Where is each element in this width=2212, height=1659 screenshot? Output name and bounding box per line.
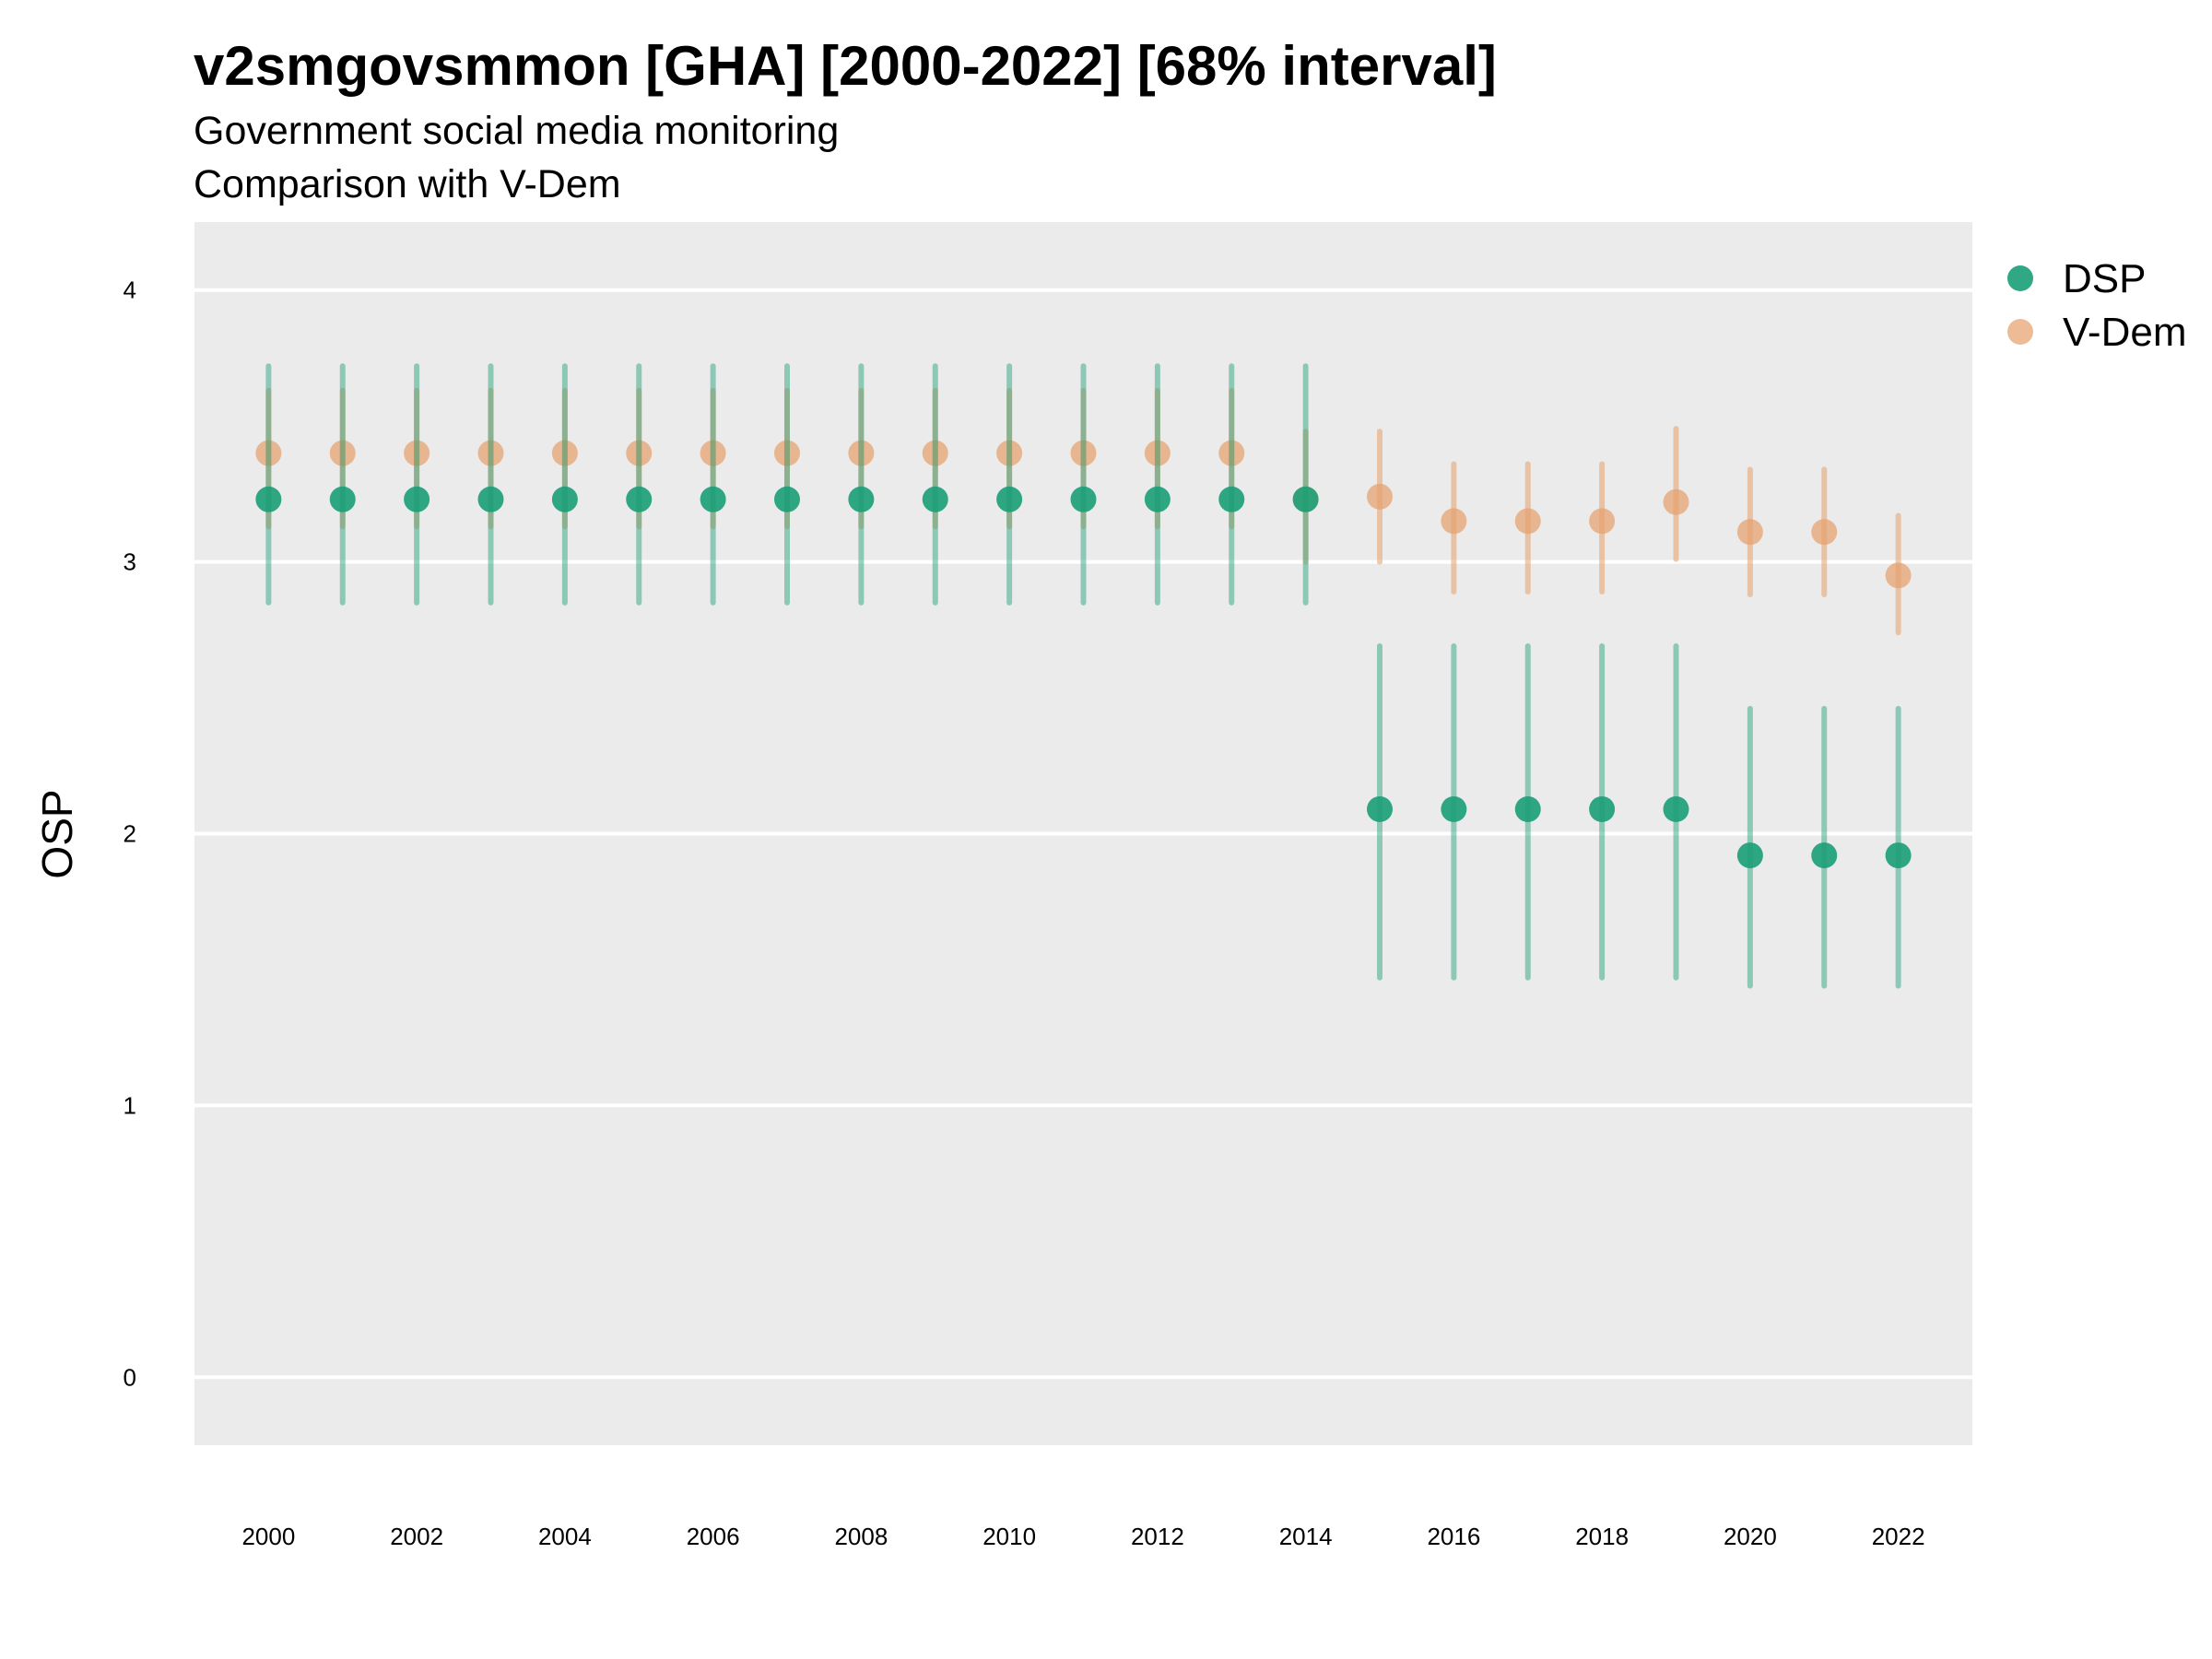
- vdem-point-2008: [848, 440, 875, 466]
- vdem-point-2019: [1663, 488, 1689, 515]
- gridlines: [194, 288, 1972, 1380]
- x-tick-label-2012: 2012: [1131, 1523, 1184, 1550]
- x-tick-label-2002: 2002: [390, 1523, 443, 1550]
- series-dsp: [255, 363, 1912, 989]
- dsp-point-2005: [626, 486, 653, 512]
- vdem-point-2020: [1736, 519, 1763, 546]
- vdem-point-2011: [1070, 440, 1097, 466]
- x-tick-label-2004: 2004: [538, 1523, 592, 1550]
- dsp-point-2014: [1292, 486, 1319, 512]
- dsp-point-2017: [1514, 795, 1541, 822]
- chart-subtitle-line-1: Government social media monitoring: [194, 109, 839, 153]
- vdem-point-2006: [700, 440, 726, 466]
- dsp-point-2018: [1589, 795, 1616, 822]
- dsp-point-2010: [996, 486, 1023, 512]
- legend-label-vdem: V-Dem: [2063, 310, 2186, 355]
- dsp-point-2003: [477, 486, 504, 512]
- chart-title: v2smgovsmmon [GHA] [2000-2022] [68% inte…: [194, 35, 1497, 97]
- dsp-point-2013: [1218, 486, 1245, 512]
- vdem-point-2009: [922, 440, 948, 466]
- x-tick-label-2018: 2018: [1575, 1523, 1629, 1550]
- x-tick-labels: 2000 2002 2004 2006 2008 2010 2012 2014 2016 2018…: [241, 1523, 1924, 1550]
- x-tick-label-2010: 2010: [982, 1523, 1036, 1550]
- vdem-point-2016: [1441, 508, 1467, 535]
- dsp-point-2016: [1441, 795, 1467, 822]
- legend-key-vdem: [2007, 319, 2033, 345]
- dsp-point-2009: [922, 486, 948, 512]
- x-tick-label-2006: 2006: [687, 1523, 740, 1550]
- y-tick-label-1: 1: [124, 1091, 136, 1119]
- legend-label-dsp: DSP: [2063, 256, 2146, 301]
- dsp-point-2004: [551, 486, 578, 512]
- vdem-point-2005: [626, 440, 653, 466]
- x-tick-label-2022: 2022: [1872, 1523, 1925, 1550]
- legend-key-dsp: [2007, 265, 2033, 291]
- dsp-point-2000: [255, 486, 282, 512]
- x-tick-label-2016: 2016: [1427, 1523, 1480, 1550]
- chart-subtitle-line-2: Comparison with V-Dem: [194, 162, 621, 206]
- dsp-point-2006: [700, 486, 726, 512]
- x-tick-label-2008: 2008: [834, 1523, 888, 1550]
- legend: DSP V-Dem: [2007, 256, 2186, 355]
- x-tick-label-2000: 2000: [241, 1523, 295, 1550]
- dsp-point-2021: [1811, 842, 1838, 869]
- dsp-point-2001: [329, 486, 356, 512]
- vdem-point-2017: [1514, 508, 1541, 535]
- vdem-point-2021: [1811, 519, 1838, 546]
- vdem-point-2012: [1144, 440, 1171, 466]
- dsp-point-2012: [1144, 486, 1171, 512]
- dsp-point-2008: [848, 486, 875, 512]
- vdem-point-2001: [329, 440, 356, 466]
- vdem-point-2013: [1218, 440, 1245, 466]
- vdem-point-2015: [1367, 483, 1393, 510]
- x-tick-label-2014: 2014: [1279, 1523, 1333, 1550]
- y-tick-label-2: 2: [124, 820, 136, 848]
- vdem-point-2004: [551, 440, 578, 466]
- y-tick-label-0: 0: [124, 1363, 136, 1391]
- dsp-point-2019: [1663, 795, 1689, 822]
- vdem-point-2003: [477, 440, 504, 466]
- vdem-point-2000: [255, 440, 282, 466]
- dsp-point-2011: [1070, 486, 1097, 512]
- dsp-point-2020: [1736, 842, 1763, 869]
- y-tick-label-3: 3: [124, 548, 136, 576]
- vdem-point-2002: [404, 440, 430, 466]
- vdem-point-2007: [774, 440, 800, 466]
- vdem-point-2010: [996, 440, 1023, 466]
- dsp-point-2015: [1367, 795, 1393, 822]
- dsp-point-2007: [774, 486, 800, 512]
- vdem-point-2022: [1885, 562, 1912, 589]
- vdem-point-2018: [1589, 508, 1616, 535]
- y-tick-label-4: 4: [124, 276, 136, 304]
- y-tick-labels: 0 1 2 3 4: [124, 276, 136, 1392]
- dsp-point-2002: [404, 486, 430, 512]
- x-tick-label-2020: 2020: [1724, 1523, 1777, 1550]
- y-axis-label: OSP: [33, 789, 81, 878]
- dsp-point-2022: [1885, 842, 1912, 869]
